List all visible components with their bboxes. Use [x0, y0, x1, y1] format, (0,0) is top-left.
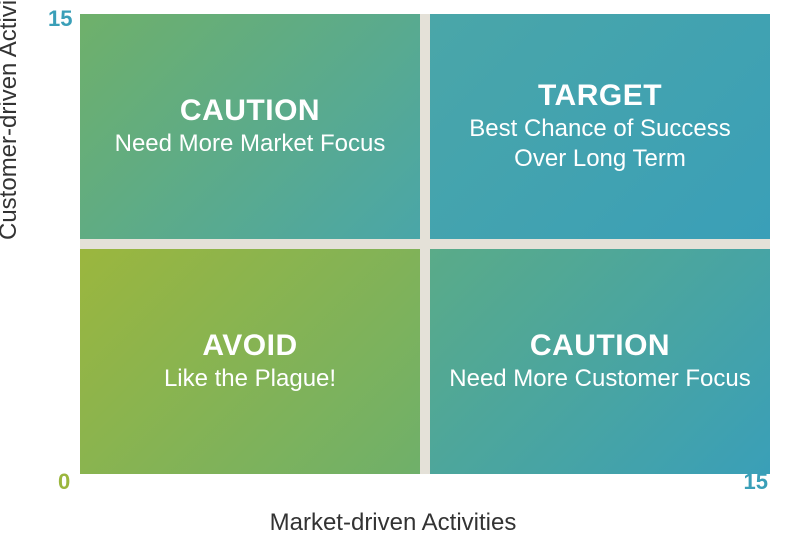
quadrant-title: TARGET [538, 79, 662, 112]
x-axis-label: Market-driven Activities [0, 509, 786, 537]
quadrant-subtitle: Need More Market Focus [115, 129, 386, 159]
quadrant-top-right: TARGET Best Chance of Success Over Long … [430, 14, 770, 239]
quadrant-title: CAUTION [530, 329, 670, 362]
quadrant-bottom-left: AVOID Like the Plague! [80, 249, 420, 474]
quadrant-subtitle: Like the Plague! [164, 364, 336, 394]
y-axis-max-tick: 15 [48, 6, 72, 32]
quadrant-bottom-right: CAUTION Need More Customer Focus [430, 249, 770, 474]
quadrant-top-left: CAUTION Need More Market Focus [80, 14, 420, 239]
quadrant-title: AVOID [202, 329, 297, 362]
y-axis-label: Customer-driven Activities [0, 0, 23, 240]
origin-tick: 0 [58, 469, 70, 495]
quadrant-title: CAUTION [180, 94, 320, 127]
quadrant-subtitle: Need More Customer Focus [449, 364, 750, 394]
quadrant-subtitle: Best Chance of Success Over Long Term [448, 114, 752, 174]
quadrant-diagram: Customer-driven Activities 15 CAUTION Ne… [0, 0, 786, 549]
quadrant-matrix: CAUTION Need More Market Focus TARGET Be… [80, 14, 770, 474]
